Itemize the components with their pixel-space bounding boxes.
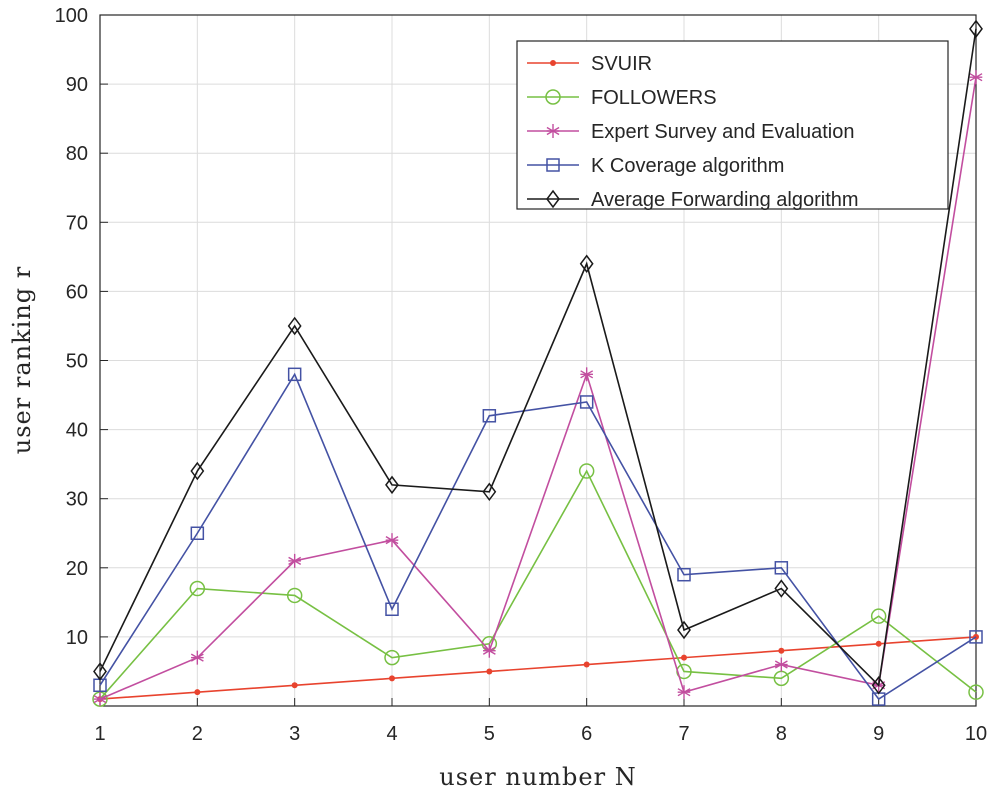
circle-marker [870, 608, 887, 624]
x-tick-label: 6 [581, 723, 592, 745]
legend-item: K Coverage algorithm [527, 155, 784, 177]
circle-marker [968, 684, 984, 700]
axes [99, 14, 977, 707]
asterisk-marker [288, 553, 302, 568]
y-tick-label: 30 [66, 489, 88, 511]
series-line [99, 636, 977, 700]
legend-box [516, 40, 949, 210]
asterisk-marker [969, 70, 983, 85]
legend-label: FOLLOWERS [591, 87, 717, 109]
diamond-marker [677, 620, 691, 640]
series-svuir [97, 633, 979, 703]
square-marker [190, 526, 205, 540]
dot-marker [291, 682, 298, 689]
dot-marker [550, 60, 556, 66]
square-marker [579, 395, 594, 409]
diamond-marker [579, 254, 594, 274]
dot-marker [778, 647, 785, 654]
legend-label: Expert Survey and Evaluation [591, 121, 855, 143]
diamond-marker [774, 579, 789, 598]
x-tick-label: 9 [873, 723, 884, 745]
legend-item: SVUIR [527, 53, 652, 75]
diamond-marker [287, 316, 302, 336]
square-marker [677, 567, 691, 582]
circle-marker [545, 89, 561, 105]
square-marker [385, 602, 399, 617]
legend-item: Average Forwarding algorithm [527, 189, 859, 211]
legend-label: SVUIR [591, 53, 652, 75]
y-tick-label: 10 [66, 627, 88, 649]
asterisk-marker [482, 643, 496, 658]
series-followers [92, 463, 984, 707]
dot-marker [486, 668, 493, 675]
x-axis-label: user number N [439, 763, 636, 791]
diamond-marker [546, 189, 560, 209]
legend-item: FOLLOWERS [527, 87, 717, 109]
series-layer [92, 19, 984, 707]
series-line [99, 28, 977, 687]
asterisk-marker [677, 685, 691, 700]
y-tick-label: 70 [66, 212, 88, 234]
diamond-marker [871, 676, 886, 695]
diamond-marker [93, 662, 107, 681]
square-marker [774, 561, 789, 575]
legend-item: Expert Survey and Evaluation [527, 121, 855, 143]
dot-marker [583, 661, 590, 668]
y-tick-label: 90 [66, 74, 88, 96]
asterisk-marker [190, 650, 204, 665]
asterisk-marker [774, 657, 788, 672]
series-average-forwarding-algorithm [93, 19, 983, 695]
dot-marker [875, 640, 882, 647]
dot-marker [389, 675, 395, 682]
legend-label: K Coverage algorithm [591, 155, 784, 177]
legend-label: Average Forwarding algorithm [591, 189, 859, 211]
y-tick-label: 20 [66, 558, 88, 580]
tick-labels: 1 2 3 4 5 6 7 8 9 10 10 20 30 40 50 60 70 80 90 100 [55, 5, 988, 745]
y-tick-label: 50 [66, 351, 88, 373]
square-marker [546, 158, 560, 172]
diamond-marker [482, 482, 497, 502]
x-tick-label: 10 [965, 723, 987, 745]
square-marker [969, 630, 983, 644]
circle-marker [384, 649, 400, 666]
circle-marker [189, 580, 206, 597]
circle-marker [286, 587, 303, 604]
y-tick-label: 100 [55, 5, 88, 27]
y-tick-label: 40 [66, 420, 88, 442]
series-line [99, 469, 977, 700]
x-tick-label: 3 [289, 723, 300, 745]
x-tick-label: 2 [192, 723, 203, 745]
x-tick-label: 1 [94, 723, 105, 745]
series-line [99, 372, 977, 701]
diamond-marker [190, 461, 205, 481]
asterisk-marker [546, 124, 560, 138]
diamond-marker [969, 19, 983, 39]
x-tick-label: 5 [484, 723, 495, 745]
x-tick-label: 4 [386, 723, 397, 745]
series-line [99, 77, 977, 700]
x-tick-label: 8 [776, 723, 787, 745]
square-marker [482, 409, 497, 423]
x-tick-label: 7 [678, 723, 689, 745]
y-tick-label: 80 [66, 143, 88, 165]
series-expert-survey-and-evaluation [93, 70, 983, 707]
square-marker [287, 367, 302, 382]
y-tick-label: 60 [66, 281, 88, 303]
asterisk-marker [580, 367, 594, 382]
legend: SVUIR FOLLOWERS Expert Survey and Evaluati… [516, 40, 949, 211]
diamond-marker [385, 475, 399, 495]
circle-marker [578, 463, 595, 479]
dot-marker [194, 689, 201, 696]
asterisk-marker [385, 533, 399, 548]
dot-marker [681, 654, 687, 661]
asterisk-marker [93, 692, 107, 707]
y-axis-label: user ranking r [8, 266, 36, 454]
